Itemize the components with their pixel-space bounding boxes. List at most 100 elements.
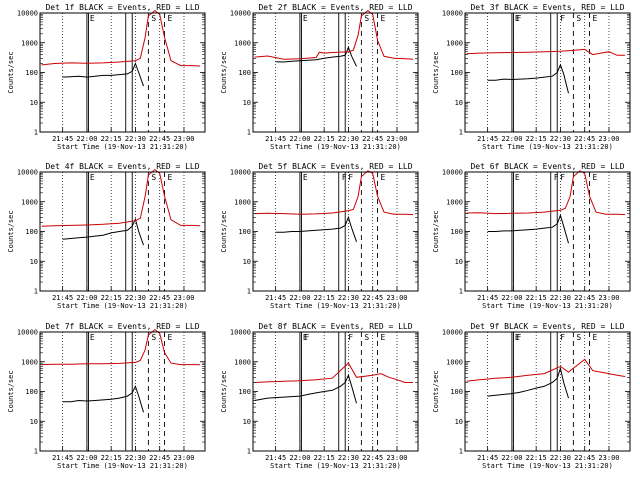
interval-marker-label: E [381,14,386,23]
y-tick-label: 1000 [234,198,251,206]
x-tick-label: 23:00 [598,454,619,462]
y-tick-label: 100 [450,388,463,396]
plot-frame [252,12,419,133]
x-axis-label: Start Time (19-Nov-13 21:31:20) [482,143,613,151]
panel-title: Det 1f BLACK = Events, RED = LLD [45,3,199,12]
events-series-line [62,384,144,413]
events-series-line [254,373,357,404]
x-tick-label: 23:00 [173,454,194,462]
x-tick-label: 22:30 [125,454,146,462]
y-tick-label: 100 [25,388,38,396]
interval-marker-label: E [168,333,173,342]
x-tick-label: 22:30 [338,135,359,143]
events-series-line [487,213,569,244]
x-tick-label: 22:30 [125,135,146,143]
panel-title: Det 9f BLACK = Events, RED = LLD [470,322,624,331]
events-series-line [487,366,569,399]
y-axis-label: Counts/sec [432,370,440,412]
x-tick-label: 22:45 [574,454,595,462]
y-axis-label: Counts/sec [432,51,440,93]
x-tick-label: 22:15 [101,454,122,462]
x-tick-label: 23:00 [173,294,194,302]
interval-marker-label: F [517,14,522,23]
x-tick-label: 22:45 [362,135,383,143]
y-tick-label: 1 [34,129,38,137]
interval-marker-label: S [151,333,156,342]
panel-title: Det 3f BLACK = Events, RED = LLD [470,3,624,12]
interval-marker-label: F [517,333,522,342]
x-tick-label: 22:00 [76,294,97,302]
x-tick-label: 22:00 [289,135,310,143]
y-tick-label: 1000 [21,358,38,366]
y-axis-label: Counts/sec [7,370,15,412]
x-tick-label: 21:45 [52,294,73,302]
y-tick-label: 1 [247,288,251,296]
panel-title: Det 6f BLACK = Events, RED = LLD [470,162,624,171]
x-tick-label: 22:15 [101,135,122,143]
x-tick-label: 22:30 [338,294,359,302]
interval-marker-label: F [554,173,559,182]
x-tick-label: 23:00 [173,135,194,143]
y-tick-label: 10 [243,258,251,266]
y-tick-label: 100 [25,69,38,77]
x-tick-label: 22:00 [289,454,310,462]
panel-det-1: Det 1f BLACK = Events, RED = LLD E S E 1 10 10… [7,3,206,151]
panel-det-7: Det 7f BLACK = Events, RED = LLD E S E 1 10 10… [7,322,206,470]
lld-series-line [466,48,626,56]
y-tick-label: 10000 [442,169,463,177]
y-axis-label: Counts/sec [432,210,440,252]
y-tick-label: 10000 [17,10,38,18]
lld-series-line [254,9,414,60]
x-axis-label: Start Time (19-Nov-13 21:31:20) [482,462,613,470]
x-tick-label: 21:45 [265,135,286,143]
x-tick-label: 21:45 [265,294,286,302]
x-tick-label: 22:45 [149,294,170,302]
y-tick-label: 100 [450,228,463,236]
y-tick-label: 1 [34,448,38,456]
interval-marker-label: S [364,14,369,23]
x-tick-label: 22:45 [574,294,595,302]
interval-marker-label: E [303,333,308,342]
x-axis-label: Start Time (19-Nov-13 21:31:20) [270,143,401,151]
y-tick-label: 10 [455,418,463,426]
x-axis-label: Start Time (19-Nov-13 21:31:20) [270,302,401,310]
interval-marker-label: E [381,173,386,182]
panel-title: Det 2f BLACK = Events, RED = LLD [258,3,412,12]
y-tick-label: 10000 [230,329,251,337]
x-tick-label: 22:00 [501,294,522,302]
x-tick-label: 22:30 [125,294,146,302]
lld-series-line [41,9,201,67]
x-tick-label: 22:45 [362,454,383,462]
x-tick-label: 22:15 [314,135,335,143]
x-tick-label: 22:15 [314,454,335,462]
interval-marker-label: E [593,333,598,342]
interval-marker-label: F [560,14,565,23]
plot-frame [252,331,419,452]
x-tick-label: 21:45 [477,454,498,462]
x-tick-label: 23:00 [386,294,407,302]
y-tick-label: 1 [459,129,463,137]
y-tick-label: 1 [247,129,251,137]
lld-series-line [254,362,414,383]
x-tick-label: 22:45 [149,454,170,462]
x-tick-label: 22:15 [526,294,547,302]
y-axis-label: Counts/sec [7,51,15,93]
x-tick-label: 22:30 [550,135,571,143]
x-tick-label: 22:15 [526,135,547,143]
y-tick-label: 1 [247,448,251,456]
interval-marker-label: E [515,14,520,23]
y-tick-label: 10000 [17,329,38,337]
x-axis-label: Start Time (19-Nov-13 21:31:20) [57,462,188,470]
y-tick-label: 10000 [230,169,251,177]
interval-marker-label: F [560,333,565,342]
interval-marker-label: E [90,173,95,182]
plot-frame [252,171,419,292]
y-axis-label: Counts/sec [7,210,15,252]
interval-marker-label: E [303,173,308,182]
x-tick-label: 22:45 [362,294,383,302]
x-tick-label: 22:30 [550,294,571,302]
x-tick-label: 21:45 [52,135,73,143]
interval-marker-label: F [348,173,353,182]
